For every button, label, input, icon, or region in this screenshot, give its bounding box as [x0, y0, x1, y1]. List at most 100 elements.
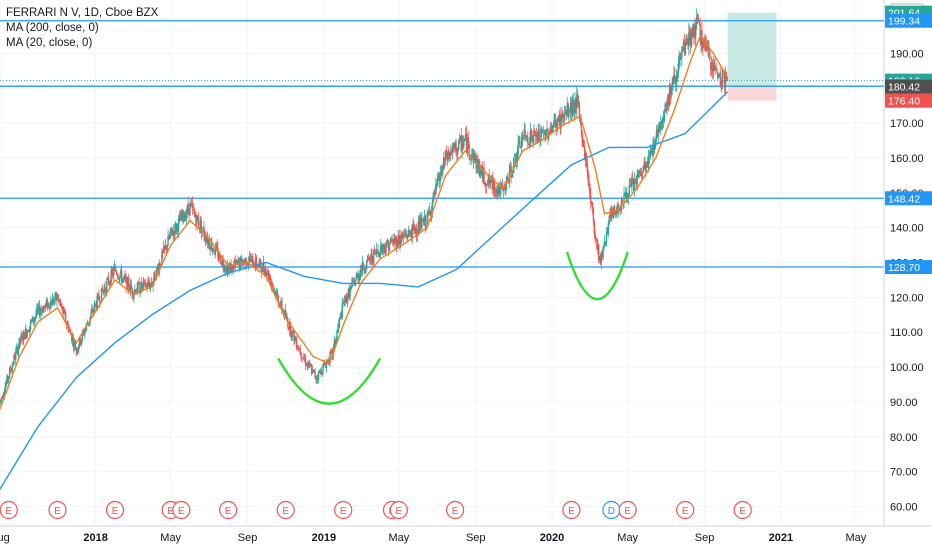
candle-body [136, 283, 139, 293]
candle-body [642, 165, 645, 173]
candle-body [597, 244, 600, 261]
candle-body [546, 128, 548, 132]
candle-body [9, 368, 12, 371]
candle-body [170, 227, 173, 232]
candle-body [120, 270, 122, 275]
y-tick-label: 110.00 [890, 327, 923, 339]
x-tick-label: May [160, 532, 181, 544]
earnings-event-marker[interactable]: E [48, 500, 67, 520]
candle-body [163, 245, 166, 249]
candle-body [451, 145, 454, 153]
candle-body [283, 310, 286, 317]
candle-body [358, 275, 360, 281]
candle-body [57, 295, 59, 300]
candle-body [596, 238, 598, 249]
candle-body [267, 270, 269, 275]
candle-body [293, 329, 295, 342]
candle-body [726, 77, 729, 79]
candle-body [674, 76, 676, 82]
candle-body [698, 22, 701, 24]
candle-body [473, 153, 476, 163]
candle-body [46, 299, 48, 309]
candle-body [376, 250, 378, 253]
candle-body [44, 304, 47, 308]
candle-body [162, 251, 164, 253]
candle-body [695, 23, 697, 37]
candle-body [563, 113, 566, 120]
earnings-event-marker[interactable]: E [446, 500, 465, 520]
earnings-event-marker[interactable]: E [562, 500, 581, 520]
ma200-line[interactable] [0, 91, 729, 490]
candle-body [630, 183, 632, 186]
cup-pattern-arc-1[interactable] [277, 357, 382, 405]
candle-body [36, 308, 38, 316]
cup-pattern-arc-2[interactable] [565, 251, 629, 301]
candle-body [582, 139, 584, 147]
candle-body [243, 261, 245, 263]
candle-body [72, 338, 75, 348]
candle-body [143, 280, 146, 282]
candle-body [27, 330, 29, 333]
candle-body [147, 281, 149, 287]
position-target-zone[interactable] [727, 12, 777, 87]
candle-body [604, 241, 606, 245]
candle-body [357, 273, 359, 280]
candle-body [41, 310, 43, 312]
candle-body [578, 102, 581, 119]
candle-body [605, 232, 608, 243]
candle-body [125, 277, 127, 279]
candle-body [362, 262, 364, 270]
candle-body [303, 358, 306, 360]
ma20-line[interactable] [0, 34, 729, 410]
candle-body [542, 132, 545, 134]
event-marker-label: E [624, 506, 631, 517]
earnings-event-marker[interactable]: E [334, 500, 353, 520]
earnings-event-marker[interactable]: E [0, 500, 18, 520]
candle-body [667, 95, 669, 106]
candle-body [274, 290, 276, 292]
candle-body [643, 162, 645, 168]
candle-body [105, 289, 107, 292]
price-axis-label: 176.40 [885, 93, 932, 108]
candle-body [701, 29, 703, 44]
candle-body [653, 143, 655, 151]
candle-body [594, 233, 596, 239]
candle-body [138, 282, 140, 294]
candle-body [64, 310, 66, 314]
candle-body [639, 171, 641, 173]
earnings-event-marker[interactable]: E [733, 500, 752, 520]
candle-body [611, 210, 613, 218]
candle-body [308, 363, 310, 366]
candle-body [28, 331, 30, 333]
dividend-event-marker[interactable]: D [602, 500, 621, 520]
earnings-event-marker[interactable]: E [172, 500, 191, 520]
candle-body [461, 142, 463, 152]
candle-body [225, 265, 228, 270]
earnings-event-marker[interactable]: E [618, 500, 637, 520]
earnings-event-marker[interactable]: E [389, 500, 408, 520]
candle-body [675, 75, 678, 86]
candle-body [516, 154, 518, 161]
candle-body [207, 240, 210, 244]
candle-body [566, 104, 568, 114]
candle-body [518, 139, 520, 141]
position-stop-zone[interactable] [727, 86, 777, 101]
candle-body [184, 215, 187, 220]
candle-body [329, 352, 331, 363]
x-tick-label: May [617, 532, 638, 544]
earnings-event-marker[interactable]: E [105, 500, 125, 520]
earnings-event-marker[interactable]: E [276, 500, 295, 520]
candle-body [593, 221, 595, 234]
candle-body [324, 366, 327, 368]
candle-body [646, 160, 649, 168]
candle-body [637, 171, 639, 178]
earnings-event-marker[interactable]: E [676, 500, 695, 520]
candle-body [350, 287, 352, 289]
candle-body [347, 289, 350, 298]
earnings-event-marker[interactable]: E [219, 500, 238, 520]
candle-body [150, 282, 153, 285]
candle-body [440, 172, 442, 177]
candle-body [66, 323, 69, 325]
